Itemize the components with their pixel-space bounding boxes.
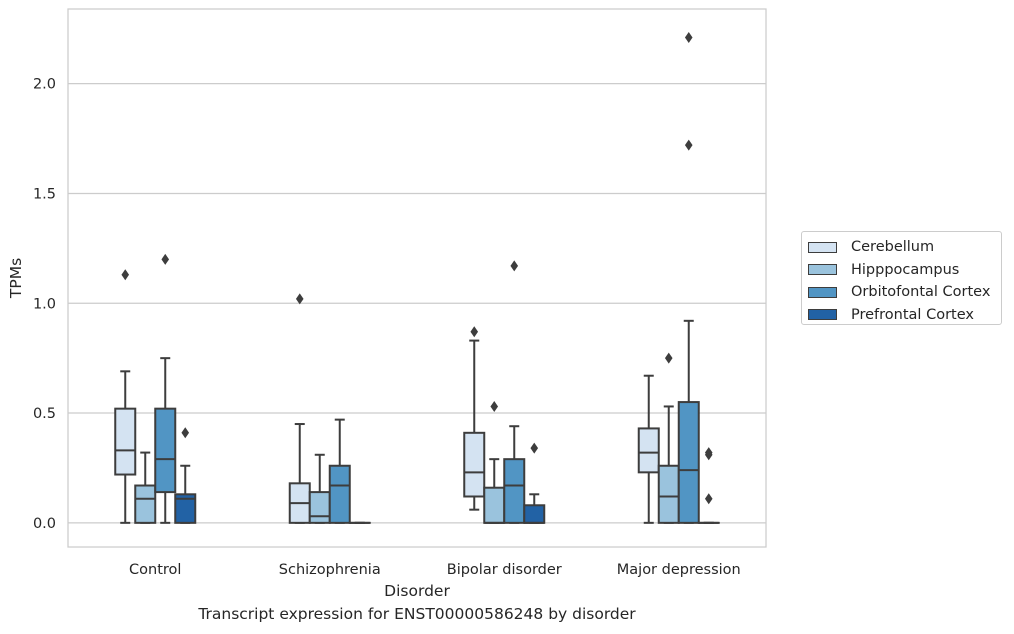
box-group (637, 374, 660, 524)
box-group (697, 447, 720, 524)
y-tick-label: 1.0 (33, 296, 56, 312)
box (637, 427, 660, 474)
outlier-point (684, 32, 693, 44)
box (523, 504, 546, 524)
box (677, 401, 700, 524)
outlier-point (121, 269, 130, 281)
x-tick-labels: Control Schizophrenia Bipolar disorder Majo… (129, 562, 741, 578)
box-group (154, 253, 177, 524)
legend-label: Hipppocampus (851, 261, 960, 278)
outlier-point (295, 293, 304, 305)
legend-item: Cerebellum (808, 236, 1001, 259)
box-series (114, 32, 720, 524)
outlier-point (684, 139, 693, 151)
y-tick-label: 2.0 (33, 77, 56, 93)
box (134, 484, 157, 524)
y-tick-label: 0.0 (33, 516, 56, 532)
box-group (657, 352, 680, 524)
box (174, 493, 197, 524)
box-group (523, 442, 546, 524)
box-group (677, 32, 700, 524)
box (308, 491, 331, 524)
outlier-point (470, 326, 479, 338)
box (328, 464, 351, 524)
box-group (463, 326, 486, 511)
box-group (483, 400, 506, 524)
legend-swatch (808, 286, 837, 298)
box (463, 431, 486, 498)
outlier-point (704, 447, 713, 459)
y-tick-label: 1.5 (33, 186, 56, 202)
legend-swatch (808, 241, 837, 253)
legend: Cerebellum Hipppocampus Orbitofontal Cor… (801, 231, 1002, 325)
legend-swatch (808, 309, 837, 321)
box-group (308, 453, 331, 524)
legend-swatch (808, 264, 837, 276)
figure-caption: Transcript expression for ENST0000058624… (198, 605, 636, 623)
box-group (328, 418, 351, 524)
box (114, 407, 137, 476)
legend-item: Prefrontal Cortex (808, 304, 1001, 327)
x-tick-label: Major depression (617, 562, 741, 578)
outlier-point (161, 253, 170, 265)
box-group (503, 260, 526, 524)
y-axis-label: TPMs (7, 258, 25, 299)
box (483, 486, 506, 524)
legend-label: Prefrontal Cortex (851, 306, 974, 323)
box (503, 458, 526, 524)
legend-label: Orbitofontal Cortex (851, 284, 991, 301)
x-tick-label: Schizophrenia (279, 562, 381, 578)
outlier-point (704, 493, 713, 505)
x-axis-label: Disorder (384, 582, 450, 600)
legend-label: Cerebellum (851, 239, 935, 256)
x-tick-label: Bipolar disorder (447, 562, 562, 578)
box (657, 464, 680, 524)
box-group (134, 451, 157, 524)
outlier-point (181, 427, 190, 439)
plot-frame (67, 8, 767, 548)
outlier-point (490, 400, 499, 412)
box-group (288, 293, 311, 524)
box-group (174, 427, 197, 524)
outlier-point (664, 352, 673, 364)
legend-item: Hipppocampus (808, 259, 1001, 282)
box (154, 407, 177, 494)
y-tick-label: 0.5 (33, 406, 56, 422)
legend-item: Orbitofontal Cortex (808, 281, 1001, 304)
y-tick-labels: 0.0 0.5 1.0 1.5 2.0 (33, 77, 56, 532)
outlier-point (530, 442, 539, 454)
box-group (114, 269, 137, 524)
x-tick-label: Control (129, 562, 181, 578)
outlier-point (510, 260, 519, 272)
